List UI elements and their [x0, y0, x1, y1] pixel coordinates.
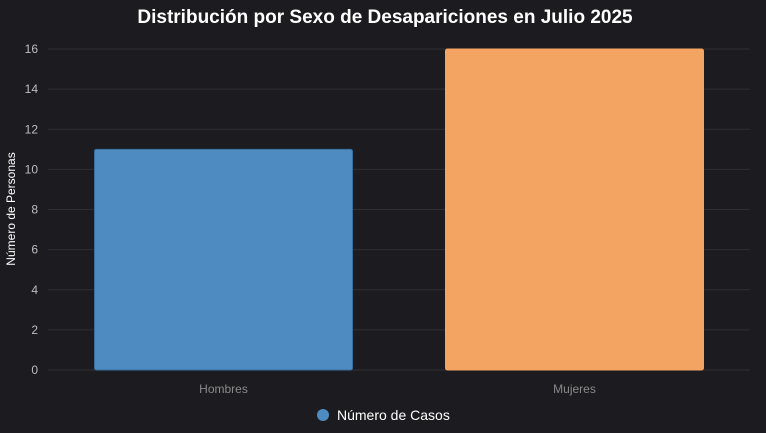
x-axis-ticks: Hombres Mujeres [199, 382, 596, 396]
bars [94, 48, 704, 371]
x-tick-label-mujeres: Mujeres [553, 382, 596, 396]
legend-label-numero-de-casos[interactable]: Número de Casos [337, 407, 450, 423]
y-tick-label: 14 [25, 82, 39, 96]
legend[interactable]: Número de Casos [317, 407, 450, 423]
x-tick-label-hombres: Hombres [199, 382, 248, 396]
y-tick-label: 4 [31, 283, 38, 297]
y-tick-label: 8 [31, 203, 38, 217]
y-tick-label: 2 [31, 323, 38, 337]
y-tick-label: 12 [25, 122, 39, 136]
legend-swatch[interactable] [317, 409, 329, 421]
bar-hombres[interactable] [94, 148, 353, 371]
chart-title: Distribución por Sexo de Desapariciones … [137, 7, 633, 28]
y-tick-label: 6 [31, 243, 38, 257]
bar-mujeres[interactable] [445, 48, 704, 371]
y-tick-label: 16 [25, 42, 39, 56]
y-axis-label: Número de Personas [4, 152, 18, 265]
y-axis-ticks: 0 2 4 6 8 10 12 14 16 [25, 42, 39, 377]
y-tick-label: 0 [31, 363, 38, 377]
y-tick-label: 10 [25, 162, 39, 176]
